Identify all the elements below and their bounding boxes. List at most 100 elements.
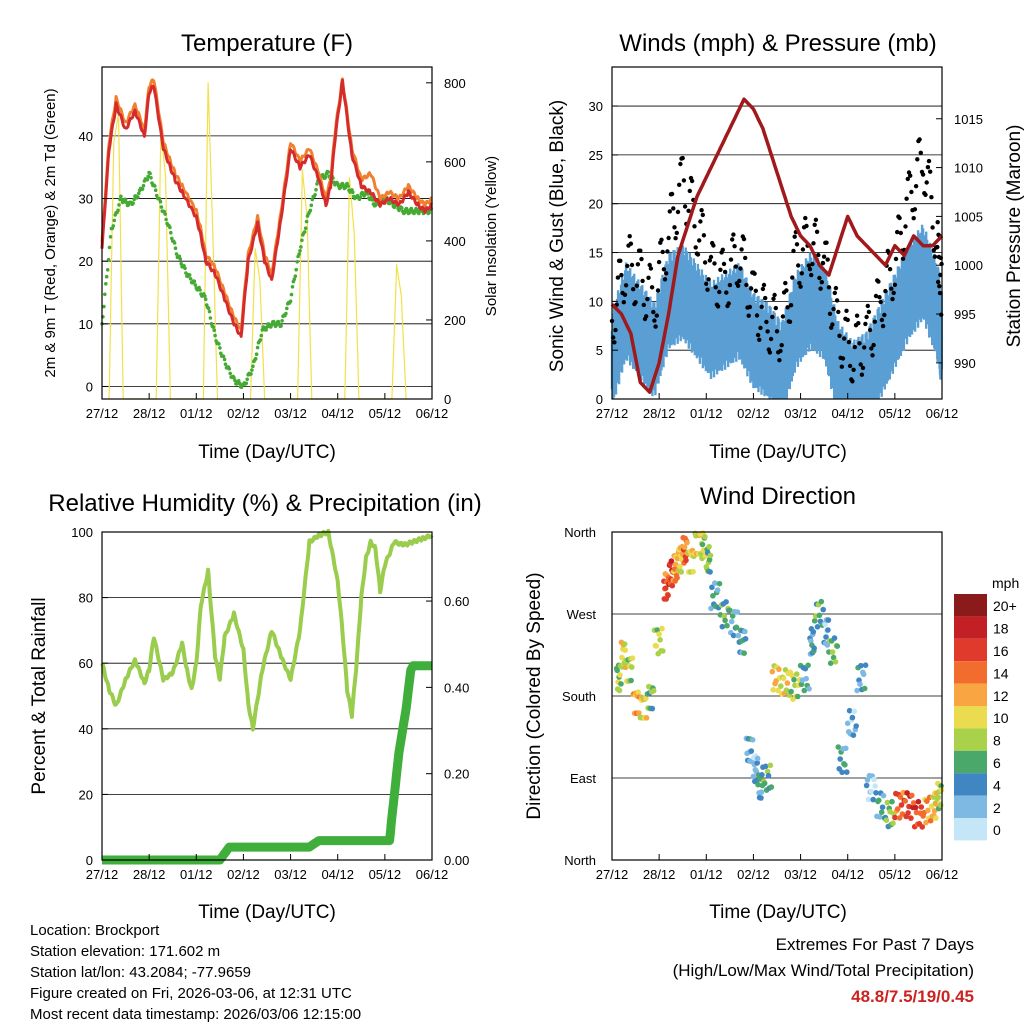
wind-direction-point [931,808,938,814]
extremes-heading: Extremes For Past 7 Days [775,935,974,954]
gust-point [846,339,852,345]
y-tick-label: 25 [589,148,603,163]
wind-direction-point [719,623,726,630]
wind-direction-point [892,814,898,821]
gust-point [917,137,922,142]
gust-point [653,324,658,329]
wind-direction-point [702,533,708,540]
y-right-tick-label: 0.00 [444,853,469,868]
wind-direction-point [656,631,662,637]
wind-direction-point [773,678,779,684]
wind-direction-point [643,715,650,721]
wind-direction-point [622,647,628,653]
legend-color-box [954,594,987,617]
x-tick-label: 05/12 [369,406,402,421]
dewpoint-point [297,252,301,256]
wind-direction-point [677,563,683,570]
y-tick-label: 20 [79,787,93,802]
gust-point [909,189,914,195]
gust-point [674,230,679,236]
dewpoint-point [146,174,150,179]
wind-direction-point [730,632,737,639]
gust-point [791,248,796,254]
dewpoint-point [233,378,237,383]
y-tick-label: 80 [79,591,93,606]
dewpoint-point [213,333,217,338]
wind-direction-point [716,580,723,587]
gust-point [932,254,938,259]
gust-point [661,267,667,272]
gust-point [715,304,721,309]
gust-point [654,313,659,318]
gust-point [701,233,707,238]
dewpoint-point [279,324,283,328]
wind-direction-point [842,762,848,768]
gust-point [724,290,729,295]
dewpoint-point [313,193,317,197]
wind-direction-point [788,688,794,695]
gust-point [708,254,714,260]
direction-tick-label: North [564,525,596,540]
gust-point [773,305,778,311]
wind-direction-point [755,781,761,788]
gust-point [840,356,846,361]
gust-point [797,280,802,286]
dewpoint-point [157,197,162,201]
gust-point [646,275,651,280]
gust-point [883,288,888,294]
gust-point [882,312,887,318]
gust-point [799,271,804,276]
gust-point [897,215,902,221]
wind-direction-point [758,789,765,795]
x-tick-label: 27/12 [596,406,629,421]
dewpoint-point [285,306,289,311]
y-right-tick-label: 1015 [954,112,983,127]
recent-timestamp: Most recent data timestamp: 2026/03/06 1… [30,1006,362,1023]
dewpoint-point [295,260,300,264]
y-tick-label: 15 [589,246,603,261]
dewpoint-point [203,297,208,302]
gust-point [706,277,711,282]
wind-direction-point [710,593,716,599]
gust-point [812,222,817,227]
legend-color-box [954,728,987,751]
gust-point [819,280,824,285]
dewpoint-point [300,238,304,243]
dewpoint-point [250,368,254,372]
gust-point [854,313,860,318]
dewpoint-point [149,176,153,180]
gust-point [612,340,617,345]
gust-point [898,230,903,236]
winds-ylabel: Sonic Wind & Gust (Blue, Black) [547,100,568,372]
wind-direction-point [935,794,941,801]
gust-point [850,379,855,384]
gust-point [826,285,832,290]
station-location: Location: Brockport [30,922,160,939]
wind-direction-point [659,625,665,632]
gust-point [697,238,702,243]
dewpoint-point [326,170,331,174]
wind-direction-point [741,650,747,656]
legend-color-box [954,638,987,662]
gust-point [865,303,870,309]
y-tick-label: 0 [86,853,93,868]
wind-direction-point [824,642,831,648]
y-right-tick-label: 0.20 [444,767,469,782]
dewpoint-point [415,207,419,212]
wind-direction-point [849,714,856,721]
gust-point [629,262,635,268]
gust-point [707,258,712,263]
gust-point [839,364,844,369]
winds-ylabel-right: Station Pressure (Maroon) [1004,125,1024,348]
wind-direction-point [669,582,676,589]
extremes-subheading: (High/Low/Max Wind/Total Precipitation) [672,961,974,980]
gust-point [926,158,932,164]
wind-direction-point [681,544,688,550]
wind-direction-point [614,667,620,674]
gust-point [647,262,652,268]
y-right-tick-label: 0.60 [444,594,469,609]
wind-direction-plot-frame [611,531,943,861]
gust-point [911,216,916,221]
wind-direction-point [783,687,790,693]
gust-point [699,208,704,213]
